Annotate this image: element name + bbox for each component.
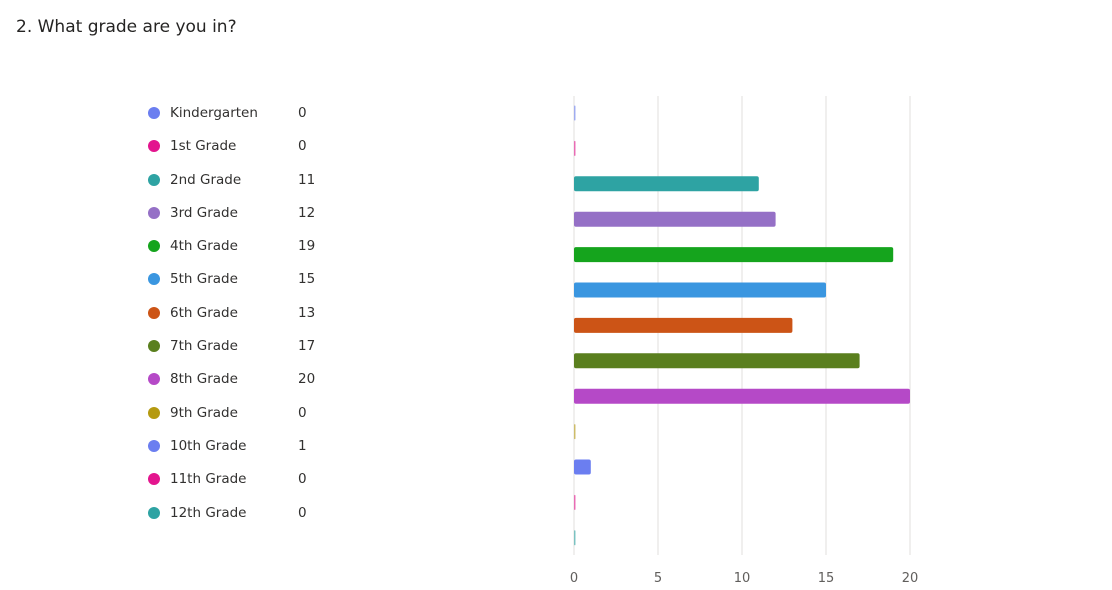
legend-swatch [148,373,160,386]
legend-label: 8th Grade [170,371,238,388]
legend-count: 11 [298,171,316,188]
legend-count: 13 [298,304,316,321]
legend-count: 12 [298,204,316,221]
legend-count: 0 [298,404,307,421]
legend-item: 5th Grade 15 [146,263,366,296]
legend-swatch [148,406,160,419]
legend-count: 1 [298,437,307,454]
bar [574,176,759,192]
x-tick-label: 10 [734,571,751,586]
legend-label: Kindergarten [170,105,258,121]
legend-count: 19 [298,238,316,255]
legend-item: 6th Grade 13 [146,297,366,330]
question-title: 2. What grade are you in? [16,17,237,37]
legend-item: 9th Grade 0 [146,397,366,430]
legend-label: 10th Grade [170,437,247,454]
legend-item: 10th Grade 1 [146,430,366,463]
legend-item: 11th Grade 0 [146,463,366,496]
legend-label: 1st Grade [170,138,237,155]
legend-swatch [148,173,160,186]
bar [574,459,591,475]
legend-label: 9th Grade [170,404,238,421]
legend-item: 8th Grade 20 [146,363,366,396]
x-tick-label: 20 [902,571,919,586]
legend-count: 15 [298,271,316,288]
legend-swatch [148,206,160,219]
legend-swatch [148,340,160,353]
bar [574,424,576,440]
bar [574,247,894,263]
legend-count: 0 [298,138,307,155]
legend-swatch [148,107,160,119]
chart-legend: Kindergarten 0 1st Grade 0 2nd Grade 11 3rd Gr… [146,97,366,530]
legend-swatch [148,140,160,153]
legend-item: 3rd Grade 12 [146,197,366,230]
legend-item: 4th Grade 19 [146,230,366,263]
legend-item: 1st Grade 0 [146,130,366,163]
bar [574,494,576,510]
legend-label: 7th Grade [170,338,238,355]
legend-swatch [148,439,160,452]
bar [574,211,776,227]
bar [574,388,910,404]
legend-swatch [148,473,160,486]
legend-item: Kindergarten 0 [146,97,366,130]
bar [574,282,826,298]
legend-swatch [148,273,160,286]
legend-item: 2nd Grade 11 [146,164,366,197]
legend-swatch [148,506,160,519]
legend-count: 0 [298,471,307,488]
bar [574,105,576,121]
legend-item: 7th Grade 17 [146,330,366,363]
legend-label: 12th Grade [170,504,247,521]
legend-label: 6th Grade [170,304,238,321]
bar [574,317,793,333]
legend-label: 11th Grade [170,471,247,488]
legend-label: 3rd Grade [170,204,238,221]
x-tick-label: 5 [654,571,662,586]
x-tick-label: 0 [570,571,578,586]
legend-swatch [148,306,160,319]
bar [574,530,576,546]
bar [574,353,860,369]
bar [574,140,576,156]
legend-count: 0 [298,504,307,521]
legend-count: 17 [298,338,316,355]
legend-label: 4th Grade [170,238,238,255]
legend-label: 2nd Grade [170,171,242,188]
legend-count: 20 [298,371,316,388]
legend-item: 12th Grade 0 [146,497,366,530]
x-tick-label: 15 [818,571,835,586]
legend-label: 5th Grade [170,271,238,288]
legend-count: 0 [298,105,307,121]
legend-swatch [148,240,160,253]
